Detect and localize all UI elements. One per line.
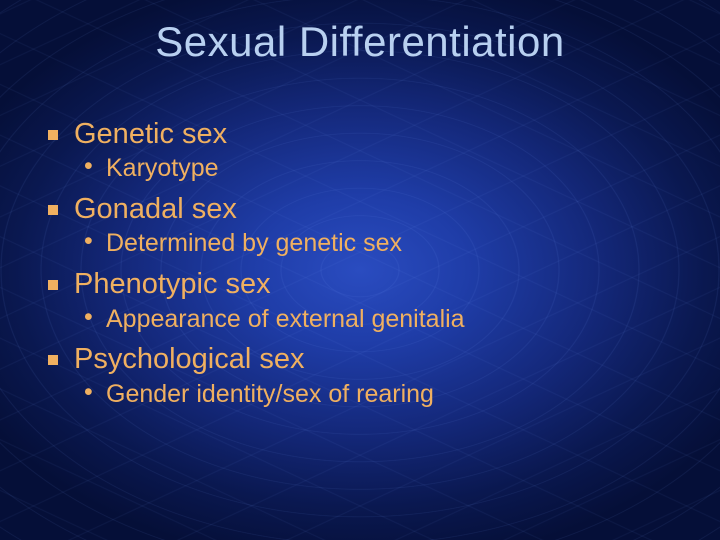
list-subitem: Karyotype: [44, 154, 676, 183]
list-subitem-label: Appearance of external genitalia: [106, 305, 465, 333]
list-subitem: Appearance of external genitalia: [44, 305, 676, 334]
list-item: Psychological sex: [44, 343, 676, 376]
slide-content: Genetic sex Karyotype Gonadal sex Determ…: [44, 118, 676, 418]
list-item-label: Genetic sex: [74, 118, 227, 150]
list-subitem: Determined by genetic sex: [44, 229, 676, 258]
list-subitem: Gender identity/sex of rearing: [44, 380, 676, 409]
list-subitem-label: Determined by genetic sex: [106, 229, 402, 257]
list-item-label: Gonadal sex: [74, 193, 237, 225]
slide-title: Sexual Differentiation: [0, 18, 720, 66]
list-item: Gonadal sex: [44, 193, 676, 226]
list-item: Genetic sex: [44, 118, 676, 151]
list-item-label: Psychological sex: [74, 343, 305, 375]
list-subitem-label: Karyotype: [106, 154, 219, 182]
slide: Sexual Differentiation Genetic sex Karyo…: [0, 0, 720, 540]
list-item-label: Phenotypic sex: [74, 268, 271, 300]
list-subitem-label: Gender identity/sex of rearing: [106, 380, 434, 408]
list-item: Phenotypic sex: [44, 268, 676, 301]
